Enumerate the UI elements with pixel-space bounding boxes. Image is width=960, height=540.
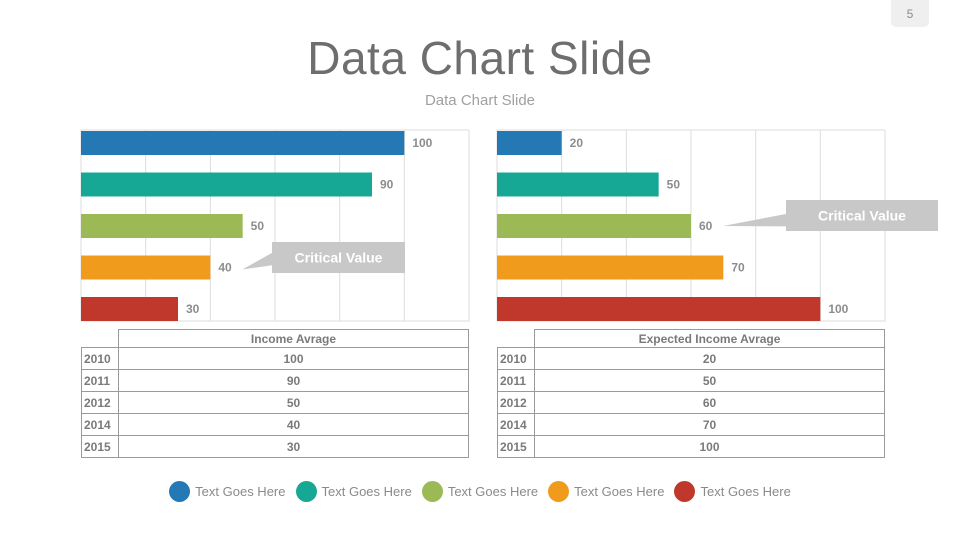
legend-label: Text Goes Here xyxy=(321,484,412,499)
value-cell: 70 xyxy=(534,413,885,436)
year-cell: 2012 xyxy=(497,391,535,414)
legend-item: Text Goes Here xyxy=(295,481,412,502)
year-cell: 2015 xyxy=(497,435,535,458)
value-cell: 50 xyxy=(534,369,885,392)
bar-value-label: 100 xyxy=(412,136,432,150)
bar-value-label: 20 xyxy=(570,136,584,150)
table-row: 2012 60 xyxy=(497,391,885,414)
table-header: Income Avrage xyxy=(118,329,469,348)
value-cell: 50 xyxy=(118,391,469,414)
value-cell: 20 xyxy=(534,347,885,370)
table-row: 2014 70 xyxy=(497,413,885,436)
table-row: 2010 100 xyxy=(81,347,469,370)
bar-value-label: 50 xyxy=(667,178,681,192)
table-header: Expected Income Avrage xyxy=(534,329,885,348)
bar xyxy=(497,214,691,238)
legend-dot-icon xyxy=(169,481,191,502)
income-table: Income Avrage 2010 100 2011 90 2012 50 2014… xyxy=(81,329,469,458)
bar xyxy=(81,172,372,197)
expected-income-table: Expected Income Avrage 2010 20 2011 50 201… xyxy=(497,329,885,458)
value-cell: 100 xyxy=(534,435,885,458)
bar-value-label: 100 xyxy=(828,302,848,316)
table-row: 2015 30 xyxy=(81,435,469,458)
legend-item: Text Goes Here xyxy=(169,481,286,502)
table-row: 2010 20 xyxy=(497,347,885,370)
slide-title: Data Chart Slide xyxy=(307,32,653,84)
legend-label: Text Goes Here xyxy=(195,484,286,499)
callout-label: Critical Value xyxy=(818,208,906,224)
bar-value-label: 90 xyxy=(380,178,394,192)
bar xyxy=(497,255,724,280)
year-cell: 2014 xyxy=(497,413,535,436)
value-cell: 40 xyxy=(118,413,469,436)
bar-value-label: 40 xyxy=(218,261,232,275)
table-corner xyxy=(497,329,535,348)
bar xyxy=(81,297,178,321)
table-corner xyxy=(81,329,119,348)
table-row: 2012 50 xyxy=(81,391,469,414)
table-row: 2015 100 xyxy=(497,435,885,458)
callout-box xyxy=(786,200,938,231)
page-number: 5 xyxy=(891,0,929,27)
year-cell: 2011 xyxy=(81,369,119,392)
table-row: 2014 40 xyxy=(81,413,469,436)
callout-pointer xyxy=(723,213,786,227)
year-cell: 2010 xyxy=(81,347,119,370)
bar xyxy=(81,255,211,280)
bar-value-label: 60 xyxy=(699,219,713,233)
legend-item: Text Goes Here xyxy=(421,481,539,502)
legend-item: Text Goes Here xyxy=(674,481,791,502)
legend-item: Text Goes Here xyxy=(548,481,664,502)
callout-pointer xyxy=(242,252,272,270)
bar xyxy=(81,214,243,238)
bar-value-label: 50 xyxy=(251,219,265,233)
table-row: 2011 50 xyxy=(497,369,885,392)
value-cell: 100 xyxy=(118,347,469,370)
value-cell: 30 xyxy=(118,435,469,458)
slide-subtitle: Data Chart Slide xyxy=(424,92,536,109)
bar xyxy=(497,172,659,197)
legend-dot-icon xyxy=(421,481,443,502)
callout-label: Critical Value xyxy=(295,250,383,266)
value-cell: 60 xyxy=(534,391,885,414)
legend-dot-icon xyxy=(548,481,570,502)
year-cell: 2011 xyxy=(497,369,535,392)
legend-dot-icon xyxy=(674,481,696,502)
legend-label: Text Goes Here xyxy=(447,484,539,499)
value-cell: 90 xyxy=(118,369,469,392)
year-cell: 2014 xyxy=(81,413,119,436)
bar-value-label: 30 xyxy=(186,302,200,316)
bar xyxy=(497,131,562,155)
legend-label: Text Goes Here xyxy=(700,484,791,499)
bar xyxy=(497,297,821,321)
year-cell: 2012 xyxy=(81,391,119,414)
bar xyxy=(81,131,405,155)
callout-box xyxy=(272,242,405,273)
legend: Text Goes Here Text Goes Here Text Goes … xyxy=(0,481,960,502)
table-row: 2011 90 xyxy=(81,369,469,392)
bar-value-label: 70 xyxy=(731,261,745,275)
year-cell: 2015 xyxy=(81,435,119,458)
legend-dot-icon xyxy=(295,481,317,502)
year-cell: 2010 xyxy=(497,347,535,370)
legend-label: Text Goes Here xyxy=(574,484,665,499)
